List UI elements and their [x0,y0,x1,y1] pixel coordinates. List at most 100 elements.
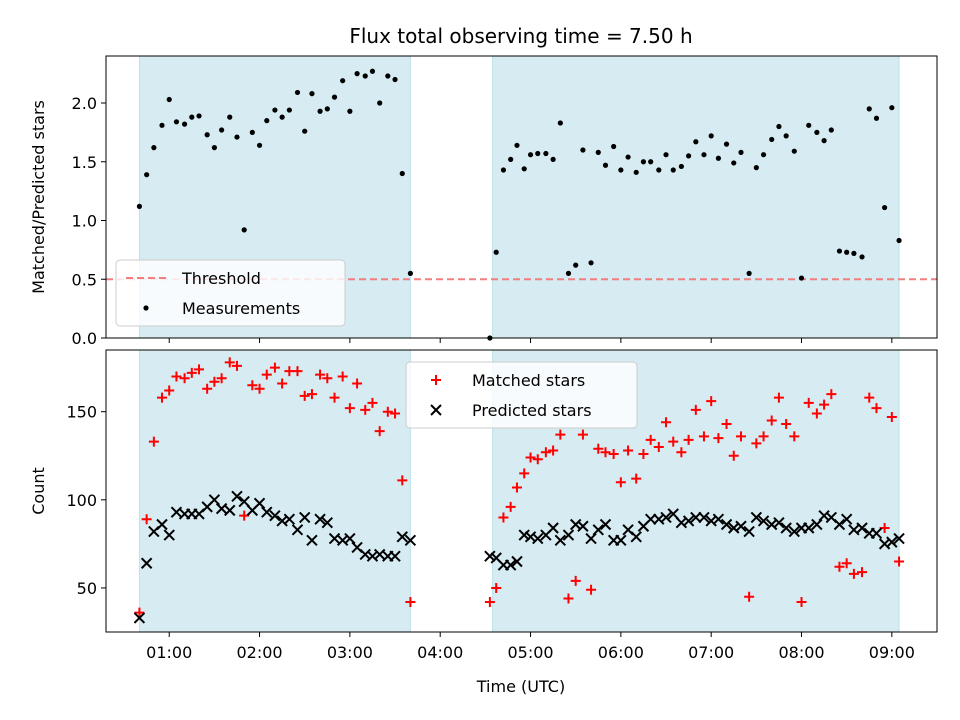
matched-stars-point [803,397,814,408]
measurements-point [708,133,714,139]
y-axis-label: Matched/Predicted stars [29,100,48,294]
measurements-point [663,152,669,158]
predicted-stars-point [299,511,311,524]
top-panel-ratio: 0.0 0.5 1.0 1.5 2.0 Matched/Predicted stars Th… [29,55,938,348]
matched-stars-point [511,482,522,493]
measurements-point [686,153,692,159]
measurements-point [844,249,850,255]
matched-stars-point [360,404,371,415]
measurements-point [678,163,684,170]
predicted-stars-point [743,525,755,538]
predicted-stars-point [893,532,905,545]
predicted-stars-point [163,529,175,541]
matched-stars-point [864,392,875,403]
matched-stars-point [623,445,634,456]
matched-stars-point [826,389,837,400]
matched-stars-point [254,383,265,394]
matched-stars-point [519,468,530,479]
measurements-point [769,136,775,143]
matched-stars-point [789,431,800,442]
measurements-point [527,152,534,158]
matched-stars-point [706,396,717,407]
predicted-stars-point [133,612,146,624]
shaded-interval-1 [138,349,411,633]
matched-stars-point [661,417,672,428]
matched-stars-point [239,510,250,521]
y-tick-label: 1.5 [72,153,97,172]
measurements-point [701,152,707,158]
matched-stars-point [871,403,882,414]
x-tick-label: 02:00 [236,643,282,662]
predicted-stars-point [224,504,236,517]
matched-stars-point [593,443,604,454]
predicted-stars-point [886,536,898,548]
predicted-stars-point [208,494,221,506]
measurements-point [798,275,805,281]
matched-stars-point [758,431,769,442]
predicted-stars-point [306,534,318,547]
predicted-stars-point [291,524,304,536]
matched-stars-point [886,411,897,422]
measurements-point [573,262,579,268]
measurements-point [136,203,143,209]
measurements-point [241,227,247,233]
x-tick-label: 08:00 [778,643,824,662]
measurements-point [633,169,639,175]
matched-stars-point [322,373,333,384]
predicted-stars-point [321,517,334,529]
measurements-point [151,145,157,151]
predicted-stars-point [344,532,356,545]
measurements-point [618,167,624,173]
matched-stars-point [586,584,597,595]
matched-stars-point [766,415,777,426]
predicted-stars-point [156,518,168,531]
measurements-point [882,204,888,211]
matched-stars-point [186,367,197,378]
matched-stars-point [491,582,502,593]
matched-stars-point [570,575,581,586]
measurements-point [514,142,520,148]
measurements-point [493,249,499,255]
predicted-stars-point [140,557,153,569]
predicted-stars-point [231,490,243,502]
predicted-stars-point [504,559,517,571]
matched-stars-point [397,475,408,486]
matched-stars-point [879,523,890,534]
matched-stars-point [615,477,626,488]
measurements-point [550,156,556,162]
matched-stars-point [224,357,235,368]
matched-stars-point [247,380,258,391]
matched-stars-point [171,371,182,382]
measurements-point [543,150,549,157]
predicted-stars-point [599,518,612,531]
matched-stars-point [848,568,859,579]
predicted-stars-point [532,532,544,545]
measurements-point [783,133,789,139]
shaded-interval-2 [492,55,900,339]
matched-stars-point [277,378,288,389]
x-axis-label: Time (UTC) [476,677,565,696]
measurements-point [369,68,376,74]
measurements-point [715,155,722,161]
matched-stars-point [134,607,145,618]
predicted-stars-point [720,518,733,531]
matched-stars-point [631,473,642,484]
measurements-point [866,106,872,112]
predicted-stars-point [660,511,672,524]
predicted-stars-point [803,522,815,534]
matched-stars-point [841,558,852,569]
matched-stars-point [690,404,701,415]
measurements-point [249,129,255,135]
predicted-stars-point [562,529,575,541]
predicted-stars-point [585,532,597,545]
y-tick-label: 1.0 [72,212,97,231]
predicted-stars-point [283,513,296,525]
predicted-stars-point [735,520,747,532]
predicted-stars-point [389,550,401,562]
measurements-point [347,108,353,114]
matched-stars-point [577,429,588,440]
predicted-stars-point [840,513,853,525]
measurements-point [828,127,834,133]
measurements-point [407,270,413,276]
